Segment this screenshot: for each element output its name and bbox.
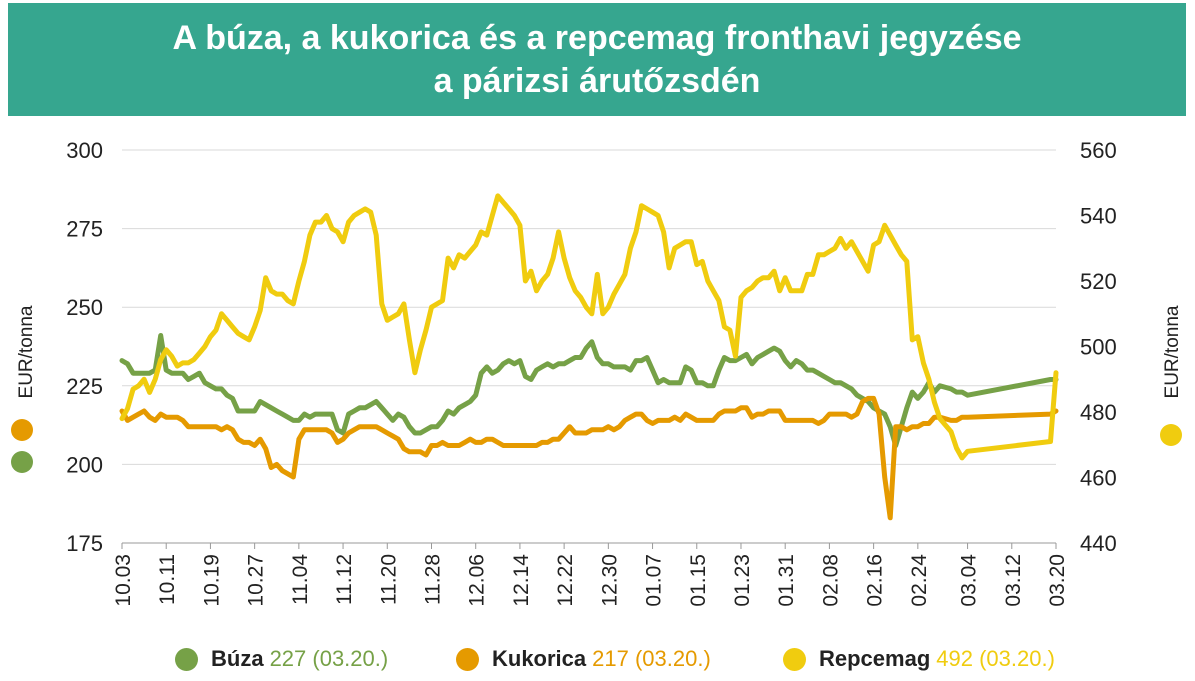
series-line-kukorica	[119, 395, 1059, 521]
buza-axis-marker	[11, 451, 33, 473]
legend-name-buza: Búza	[211, 646, 264, 671]
y-tick-label-right: 540	[1080, 204, 1117, 229]
y-tick-label-right: 480	[1080, 400, 1117, 425]
legend-value-repcemag: 492 (03.20.)	[936, 646, 1055, 671]
legend: Búza 227 (03.20.) Kukorica 217 (03.20.) …	[0, 640, 1195, 680]
legend-name-kukorica: Kukorica	[492, 646, 587, 671]
x-tick-label: 01.07	[643, 554, 666, 607]
x-tick-label: 10.03	[112, 554, 135, 607]
x-tick-label: 03.04	[958, 554, 981, 607]
x-tick-label: 12.22	[554, 554, 577, 607]
y-tick-label-left: 175	[66, 531, 103, 556]
x-tick-label: 11.20	[377, 554, 400, 605]
x-tick-label: 10.11	[156, 554, 179, 605]
legend-item-buza: Búza 227 (03.20.)	[175, 646, 388, 672]
x-tick-label: 10.19	[200, 554, 223, 607]
x-tick-label: 10.27	[245, 554, 268, 607]
series-line-repcemag	[119, 193, 1059, 461]
y-axis-label-left: EUR/tonna	[16, 305, 37, 398]
y-tick-label-right: 460	[1080, 466, 1117, 491]
repcemag-axis-marker	[1160, 424, 1182, 446]
line-chart: 175 200 225 250 275 300 440 460 480 500 520 540 560 1…	[11, 138, 1183, 607]
y-tick-label-left: 200	[66, 452, 103, 477]
x-tick-label: 12.14	[510, 554, 533, 607]
kukorica-axis-marker	[11, 419, 33, 441]
y-tick-label-left: 300	[66, 138, 103, 163]
x-tick-label: 02.08	[819, 554, 842, 607]
grid-lines	[122, 149, 1056, 465]
legend-value-kukorica: 217 (03.20.)	[592, 646, 711, 671]
x-tick-label: 11.04	[289, 554, 312, 605]
y-tick-label-right: 500	[1080, 335, 1117, 360]
legend-dot-kukorica	[456, 647, 479, 671]
axes: 175 200 225 250 275 300 440 460 480 500 520 540 560 1…	[66, 138, 1116, 607]
x-tick-label: 02.24	[908, 554, 931, 607]
legend-item-kukorica: Kukorica 217 (03.20.)	[456, 646, 711, 672]
x-tick-label: 03.12	[1002, 554, 1025, 607]
x-tick-label: 01.23	[731, 554, 754, 607]
chart-title-line-2: a párizsi árutőzsdén	[433, 61, 761, 100]
y-tick-label-right: 520	[1080, 269, 1117, 294]
series-lines	[119, 193, 1059, 521]
y-axis-label-right: EUR/tonna	[1162, 305, 1183, 398]
legend-dot-repcemag	[783, 647, 806, 671]
series-line-buza	[119, 333, 1059, 448]
chart-title-line-1: A búza, a kukorica és a repcemag frontha…	[172, 18, 1022, 57]
x-tick-label: 12.30	[598, 554, 621, 607]
chart-title-banner: A búza, a kukorica és a repcemag frontha…	[8, 3, 1186, 116]
x-tick-label: 03.20	[1046, 554, 1069, 607]
x-tick-label: 01.15	[687, 554, 710, 607]
x-tick-label: 01.31	[775, 554, 798, 607]
x-tick-label: 11.12	[333, 554, 356, 605]
legend-dot-buza	[175, 647, 198, 671]
x-tick-label: 02.16	[864, 554, 887, 607]
y-tick-label-left: 225	[66, 374, 103, 399]
x-tick-label: 11.28	[421, 554, 444, 605]
y-tick-label-right: 560	[1080, 138, 1117, 163]
legend-value-buza: 227 (03.20.)	[269, 646, 389, 671]
legend-name-repcemag: Repcemag	[819, 646, 931, 671]
legend-item-repcemag: Repcemag 492 (03.20.)	[783, 646, 1055, 672]
x-tick-label: 12.06	[466, 554, 489, 607]
y-tick-label-right: 440	[1080, 531, 1117, 556]
y-tick-label-left: 275	[66, 217, 103, 242]
y-tick-label-left: 250	[66, 295, 103, 320]
